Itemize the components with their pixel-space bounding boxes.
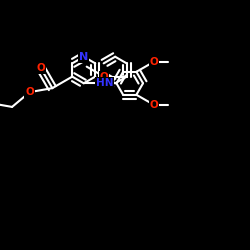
Text: O: O: [150, 57, 158, 67]
Text: O: O: [25, 87, 34, 97]
Text: O: O: [100, 72, 108, 82]
Text: O: O: [150, 100, 158, 110]
Text: O: O: [36, 63, 45, 73]
Text: HN: HN: [96, 78, 113, 88]
Text: N: N: [79, 52, 88, 62]
